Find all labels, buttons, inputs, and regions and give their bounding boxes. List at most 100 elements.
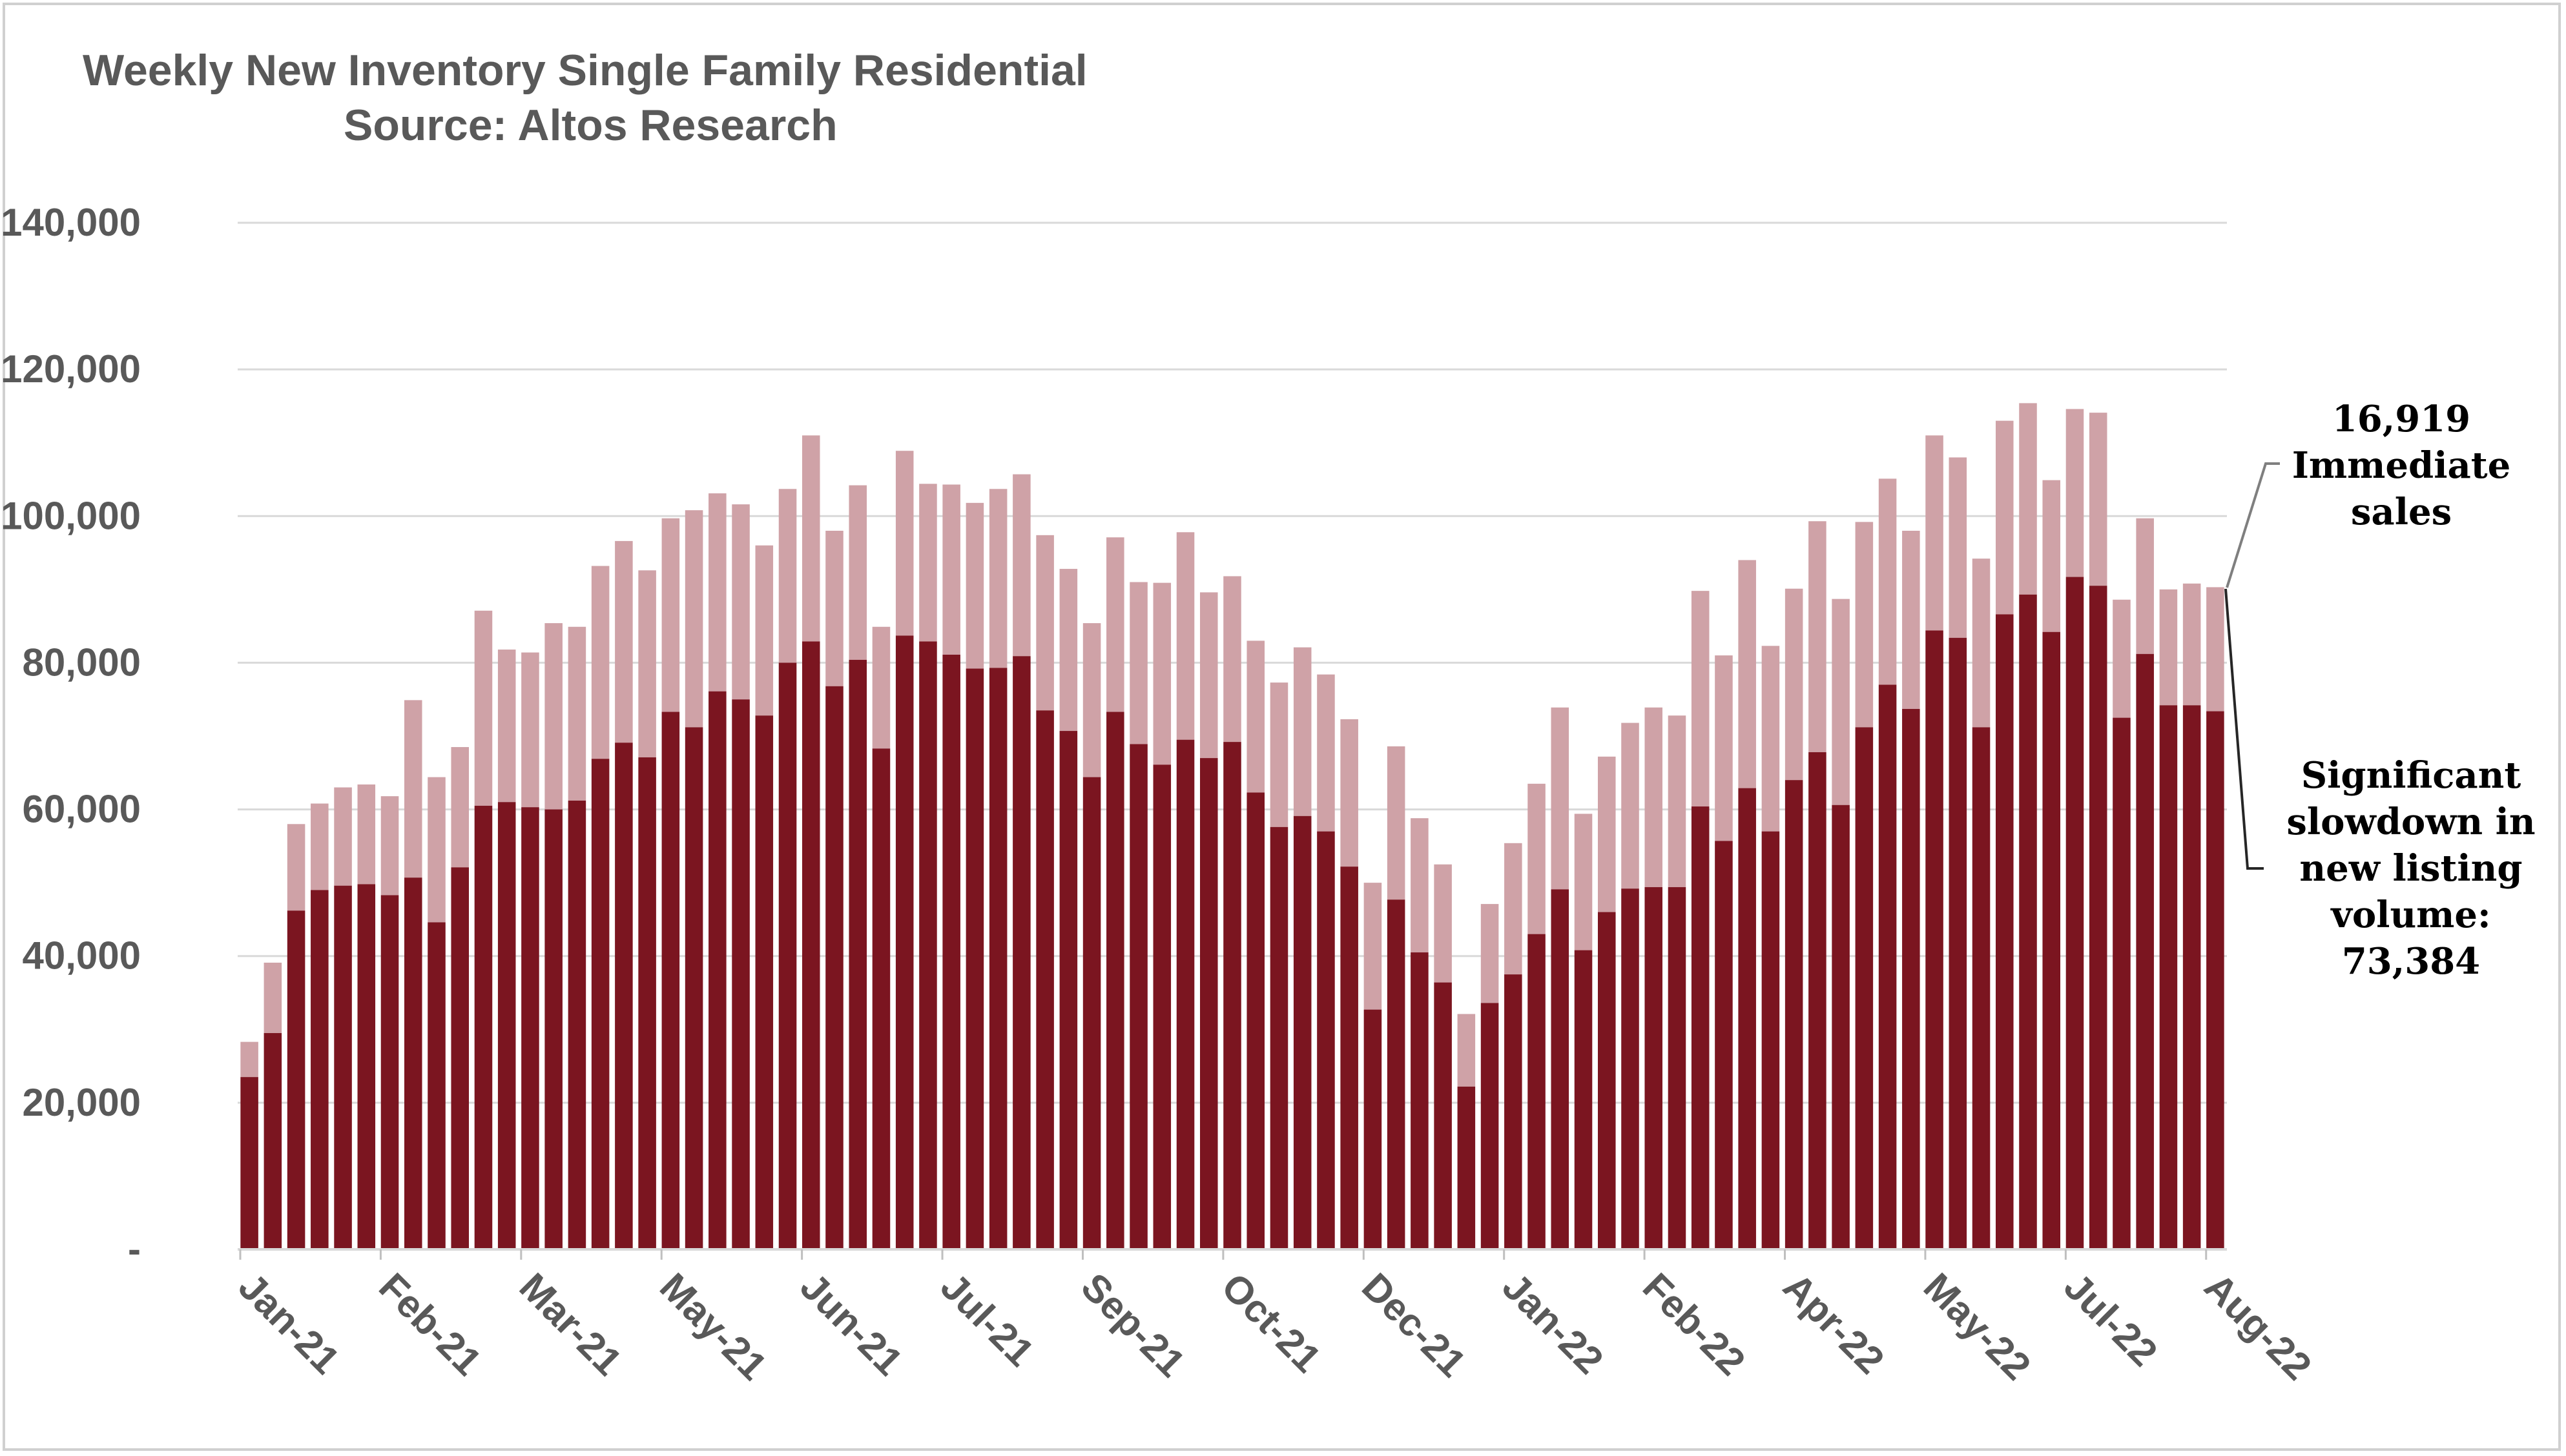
annotation-line: volume: [2330,894,2490,936]
bar-new-listings [1176,739,1195,1249]
bar-new-listings [1597,912,1616,1249]
bar-new-listings [428,922,446,1249]
bar-new-listings [1457,1086,1476,1249]
bar-immediate-sales [591,566,610,759]
bar-immediate-sales [380,796,399,896]
bar-immediate-sales [521,652,539,808]
bar-new-listings [2136,653,2154,1249]
bar-immediate-sales [1832,599,1850,805]
annotation-line: new listing [2299,847,2522,890]
bar-new-listings [849,659,867,1249]
bar-immediate-sales [1925,435,1943,631]
bar-new-listings [1832,805,1850,1249]
bar-immediate-sales [1808,521,1826,752]
bar-new-listings [311,890,329,1249]
bar-new-listings [966,668,984,1249]
x-tick-label: Feb-21 [371,1265,490,1384]
annotation-new-listing-volume: Significant slowdown in new listing volume:… [2286,754,2535,983]
bar-new-listings [1387,899,1405,1249]
bar-new-listings [474,805,493,1249]
bar-new-listings [357,884,376,1249]
bar-immediate-sales [1902,531,1920,709]
bar-new-listings [942,654,960,1249]
bar-immediate-sales [2113,599,2131,718]
bar-immediate-sales [778,489,797,663]
bar-immediate-sales [1247,641,1265,793]
y-tick-label: 60,000 [22,788,141,831]
x-tick-label: Aug-22 [2197,1265,2320,1388]
bar-immediate-sales [1504,843,1522,975]
annotation-line: slowdown in [2286,801,2535,843]
bar-new-listings [732,699,750,1249]
bar-new-listings [521,807,539,1249]
bar-immediate-sales [615,540,633,743]
bar-new-listings [1317,831,1335,1249]
x-tick-label: Mar-21 [512,1265,630,1384]
bar-new-listings [1223,742,1241,1249]
bar-immediate-sales [1013,474,1031,657]
bar-new-listings [1199,758,1218,1249]
bar-immediate-sales [474,610,493,806]
bar-immediate-sales [1738,560,1756,788]
bar-immediate-sales [1551,707,1569,890]
bar-immediate-sales [1340,719,1358,867]
bar-new-listings [1949,637,1967,1249]
bar-immediate-sales [1457,1014,1476,1087]
bar-immediate-sales [1574,814,1593,950]
bar-new-listings [1293,815,1312,1249]
bar-new-listings [334,885,352,1249]
bar-immediate-sales [1082,623,1101,777]
bar-new-listings [451,867,470,1249]
bar-immediate-sales [802,435,820,642]
bar-new-listings [1644,887,1663,1249]
bar-new-listings [1527,934,1546,1249]
annotations: 16,919 Immediate sales Significant slowdown… [2224,398,2536,983]
bar-immediate-sales [287,824,305,911]
bar-new-listings [1106,712,1124,1249]
annotation-line: Immediate [2292,444,2511,487]
bar-new-listings [1902,708,1920,1249]
bar-new-listings [1504,974,1522,1249]
chart-frame [3,3,2561,1451]
x-tick-label: Sep-21 [1073,1265,1194,1386]
bar-immediate-sales [311,803,329,890]
bar-immediate-sales [497,649,516,803]
bar-new-listings [1972,727,1991,1249]
bar-new-listings [1855,727,1874,1249]
bar-new-listings [1434,982,1452,1249]
bar-new-listings [1574,950,1593,1249]
bar-immediate-sales [1785,588,1803,781]
bar-new-listings [1340,866,1358,1249]
bar-new-listings [825,686,843,1249]
annotation-line: 73,384 [2342,940,2480,983]
bar-immediate-sales [2089,413,2107,586]
annotation-line: 16,919 [2332,398,2470,440]
bar-new-listings [1551,889,1569,1249]
bar-new-listings [1059,731,1078,1249]
annotation-leader-new-listings [2224,588,2264,870]
bar-immediate-sales [966,502,984,669]
x-tick-label: May-21 [652,1265,775,1388]
bar-new-listings [872,748,891,1249]
bar-new-listings [1082,777,1101,1249]
bar-immediate-sales [1855,522,1874,728]
bar-immediate-sales [1995,420,2014,615]
bar-immediate-sales [661,518,680,712]
bar-immediate-sales [1527,783,1546,934]
bar-new-listings [1761,831,1780,1249]
x-tick-label: Jun-21 [792,1265,911,1384]
bar-immediate-sales [2042,480,2061,632]
bar-new-listings [755,715,774,1249]
bars [240,403,2224,1249]
bar-new-listings [544,809,563,1249]
bar-new-listings [778,662,797,1249]
bar-new-listings [287,910,305,1249]
bar-immediate-sales [1363,883,1382,1010]
bar-new-listings [2042,631,2061,1249]
bar-new-listings [1153,764,1172,1249]
bar-immediate-sales [2182,583,2201,706]
annotation-line: sales [2351,491,2452,533]
bar-immediate-sales [2065,409,2084,577]
bar-new-listings [1036,710,1054,1249]
bar-new-listings [2113,717,2131,1249]
